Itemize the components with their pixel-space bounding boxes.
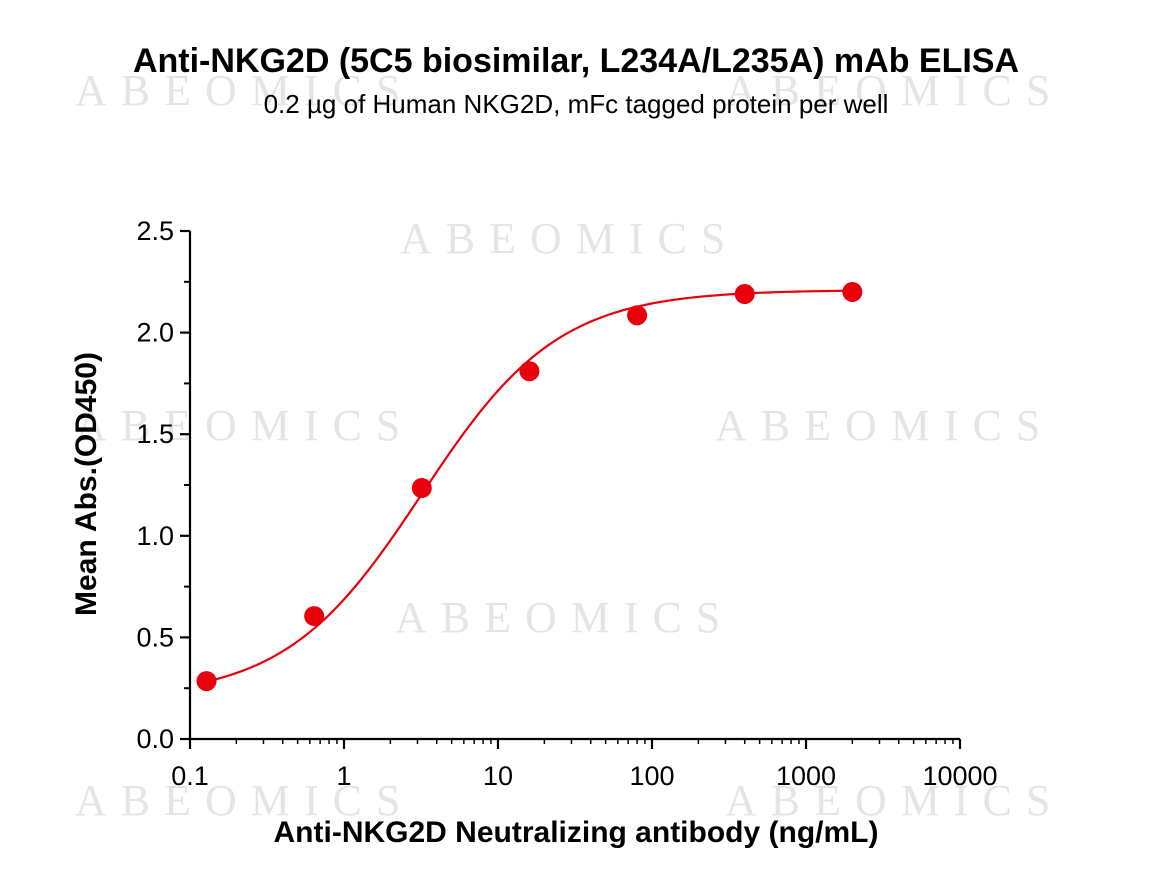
watermark: ABEOMICS bbox=[400, 214, 739, 263]
y-tick-label: 1.5 bbox=[136, 419, 174, 449]
chart-subtitle: 0.2 µg of Human NKG2D, mFc tagged protei… bbox=[264, 89, 889, 119]
watermark: ABEOMICS bbox=[75, 66, 414, 115]
data-points bbox=[196, 281, 863, 692]
y-tick-label: 2.0 bbox=[136, 318, 174, 348]
y-tick-label: 0.5 bbox=[136, 622, 174, 652]
y-tick-label: 1.0 bbox=[136, 521, 174, 551]
x-axis-label: Anti-NKG2D Neutralizing antibody (ng/mL) bbox=[274, 816, 879, 849]
data-point bbox=[842, 281, 863, 302]
watermark: ABEOMICS bbox=[715, 401, 1054, 450]
y-tick-label: 2.5 bbox=[136, 216, 174, 246]
data-point bbox=[196, 671, 217, 692]
data-point bbox=[627, 305, 648, 326]
watermark: ABEOMICS bbox=[75, 401, 414, 450]
chart-title: Anti-NKG2D (5C5 biosimilar, L234A/L235A)… bbox=[133, 42, 1019, 80]
watermark-layer: ABEOMICS ABEOMICS ABEOMICS ABEOMICS ABEO… bbox=[75, 66, 1064, 825]
data-point bbox=[734, 283, 755, 304]
x-tick-label: 10 bbox=[483, 761, 513, 791]
x-tick-label: 0.1 bbox=[171, 761, 209, 791]
x-tick-label: 1000 bbox=[776, 761, 836, 791]
data-point bbox=[304, 606, 325, 627]
watermark: ABEOMICS bbox=[75, 776, 414, 825]
x-tick-label: 10000 bbox=[922, 761, 997, 791]
y-axis: 0.0 0.5 1.0 1.5 2.0 2.5 bbox=[136, 216, 192, 754]
watermark: ABEOMICS bbox=[725, 776, 1064, 825]
x-tick-label: 100 bbox=[629, 761, 674, 791]
x-tick-label: 1 bbox=[336, 761, 351, 791]
x-axis: 0.1 1 10 100 1000 10000 bbox=[171, 737, 998, 791]
y-tick-label: 0.0 bbox=[136, 724, 174, 754]
watermark: ABEOMICS bbox=[725, 66, 1064, 115]
data-point bbox=[411, 478, 432, 499]
watermark: ABEOMICS bbox=[395, 593, 734, 642]
data-point bbox=[519, 361, 540, 382]
y-axis-label: Mean Abs.(OD450) bbox=[70, 352, 103, 616]
